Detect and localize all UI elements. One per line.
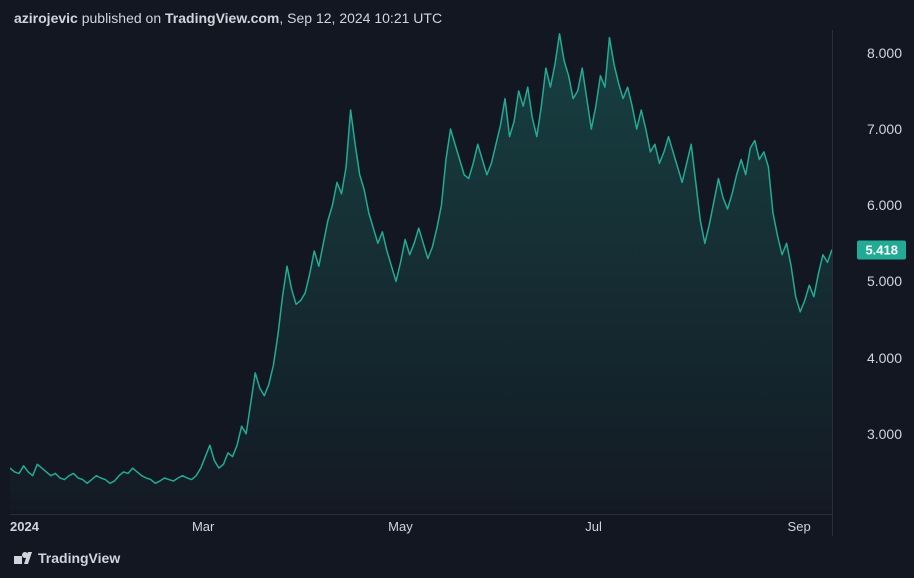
y-tick-label: 5.000 bbox=[867, 273, 902, 289]
tradingview-logo-icon bbox=[14, 552, 32, 564]
y-tick-label: 8.000 bbox=[867, 45, 902, 61]
price-chart[interactable] bbox=[10, 30, 832, 510]
y-tick-label: 6.000 bbox=[867, 197, 902, 213]
current-price-badge: 5.418 bbox=[857, 240, 906, 259]
site-name: TradingView.com bbox=[165, 10, 279, 26]
x-tick-label: Jul bbox=[585, 519, 602, 534]
pub-mid: published on bbox=[78, 10, 165, 26]
y-tick-label: 7.000 bbox=[867, 121, 902, 137]
y-tick-label: 4.000 bbox=[867, 350, 902, 366]
brand-label: TradingView bbox=[38, 550, 120, 566]
y-axis: 3.000 4.000 5.000 6.000 7.000 8.000 5.418 bbox=[832, 30, 914, 510]
author-name: azirojevic bbox=[14, 10, 78, 26]
x-tick-label: Sep bbox=[788, 519, 811, 534]
x-tick-label: 2024 bbox=[10, 519, 39, 534]
attribution-line: azirojevic published on TradingView.com,… bbox=[14, 10, 442, 26]
y-tick-label: 3.000 bbox=[867, 426, 902, 442]
x-tick-label: May bbox=[388, 519, 413, 534]
brand-footer: TradingView bbox=[14, 550, 120, 566]
timestamp: , Sep 12, 2024 10:21 UTC bbox=[279, 10, 442, 26]
x-axis: 2024 Mar May Jul Sep bbox=[10, 514, 832, 536]
x-tick-label: Mar bbox=[192, 519, 214, 534]
